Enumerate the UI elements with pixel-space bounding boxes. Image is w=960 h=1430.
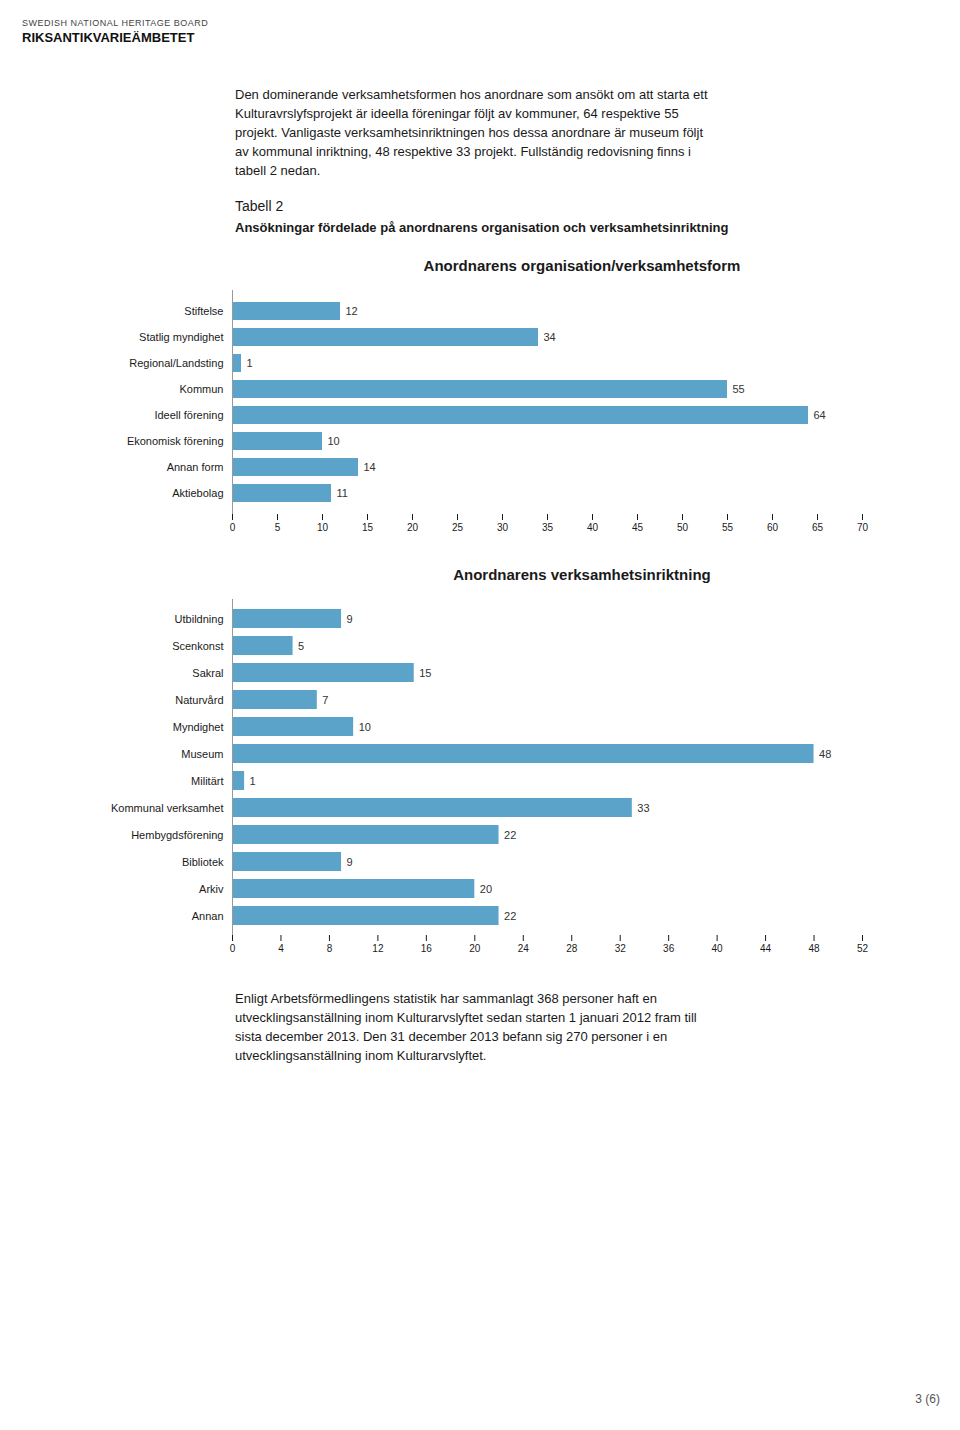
svg-text:Scenkonst: Scenkonst bbox=[172, 640, 223, 652]
svg-text:10: 10 bbox=[317, 522, 329, 533]
svg-text:15: 15 bbox=[419, 667, 431, 679]
html-text:Ansökningar fördelade på anord: Ansökningar fördelade på anordnarens org… bbox=[235, 220, 729, 235]
svg-text:33: 33 bbox=[637, 802, 649, 814]
svg-text:28: 28 bbox=[566, 943, 578, 954]
html-text:utvecklingsanställning inom Ku: utvecklingsanställning inom Kulturarvsly… bbox=[235, 1048, 487, 1063]
html-text:av kommunal inriktning, 48 res: av kommunal inriktning, 48 respektive 33… bbox=[235, 144, 691, 159]
svg-text:Hembygdsförening: Hembygdsförening bbox=[131, 829, 223, 841]
svg-text:34: 34 bbox=[544, 331, 556, 343]
svg-text:22: 22 bbox=[504, 829, 516, 841]
svg-text:10: 10 bbox=[359, 721, 371, 733]
svg-text:52: 52 bbox=[857, 943, 869, 954]
svg-text:11: 11 bbox=[337, 487, 348, 499]
svg-text:Bibliotek: Bibliotek bbox=[182, 856, 224, 868]
svg-text:48: 48 bbox=[808, 943, 820, 954]
svg-text:7: 7 bbox=[322, 694, 328, 706]
svg-text:1: 1 bbox=[247, 357, 253, 369]
svg-text:Kommunal verksamhet: Kommunal verksamhet bbox=[111, 802, 224, 814]
svg-text:Sakral: Sakral bbox=[192, 667, 223, 679]
svg-text:1: 1 bbox=[250, 775, 256, 787]
svg-text:35: 35 bbox=[542, 522, 554, 533]
svg-text:Ideell förening: Ideell förening bbox=[154, 409, 223, 421]
svg-text:65: 65 bbox=[812, 522, 824, 533]
svg-text:Annan: Annan bbox=[192, 910, 224, 922]
html-text:utvecklingsanställning inom Ku: utvecklingsanställning inom Kulturarvsly… bbox=[235, 1010, 697, 1025]
svg-text:48: 48 bbox=[819, 748, 831, 760]
svg-text:Militärt: Militärt bbox=[191, 775, 223, 787]
html-text:3 (6): 3 (6) bbox=[915, 1392, 940, 1406]
html-text:Enligt Arbetsförmedlingens sta: Enligt Arbetsförmedlingens statistik har… bbox=[235, 991, 657, 1006]
svg-text:16: 16 bbox=[421, 943, 433, 954]
svg-text:0: 0 bbox=[230, 522, 236, 533]
svg-text:Annan form: Annan form bbox=[167, 461, 224, 473]
svg-text:20: 20 bbox=[480, 883, 492, 895]
svg-text:32: 32 bbox=[615, 943, 627, 954]
svg-text:60: 60 bbox=[767, 522, 779, 533]
svg-text:Statlig myndighet: Statlig myndighet bbox=[139, 331, 223, 343]
svg-text:Regional/Landsting: Regional/Landsting bbox=[129, 357, 223, 369]
svg-text:Aktiebolag: Aktiebolag bbox=[172, 487, 223, 499]
svg-text:22: 22 bbox=[504, 910, 516, 922]
html-text:Anordnarens organisation/verks: Anordnarens organisation/verksamhetsform bbox=[423, 257, 741, 274]
html-text:SWEDISH NATIONAL HERITAGE BOAR: SWEDISH NATIONAL HERITAGE BOARD bbox=[22, 18, 209, 28]
svg-text:5: 5 bbox=[298, 640, 304, 652]
svg-text:Myndighet: Myndighet bbox=[173, 721, 224, 733]
svg-text:10: 10 bbox=[328, 435, 340, 447]
svg-text:20: 20 bbox=[407, 522, 419, 533]
svg-text:14: 14 bbox=[364, 461, 376, 473]
html-text:Tabell 2: Tabell 2 bbox=[235, 198, 284, 214]
svg-text:20: 20 bbox=[469, 943, 481, 954]
svg-text:55: 55 bbox=[722, 522, 734, 533]
svg-text:30: 30 bbox=[497, 522, 509, 533]
svg-text:Ekonomisk förening: Ekonomisk förening bbox=[127, 435, 224, 447]
svg-text:36: 36 bbox=[663, 943, 675, 954]
svg-text:9: 9 bbox=[347, 613, 353, 625]
html-text:RIKSANTIKVARIEÄMBETET: RIKSANTIKVARIEÄMBETET bbox=[22, 30, 195, 45]
svg-text:Naturvård: Naturvård bbox=[175, 694, 223, 706]
svg-text:0: 0 bbox=[230, 943, 236, 954]
svg-text:44: 44 bbox=[760, 943, 772, 954]
svg-text:4: 4 bbox=[278, 943, 284, 954]
svg-text:55: 55 bbox=[733, 383, 745, 395]
html-text:sista december 2013. Den 31 de: sista december 2013. Den 31 december 201… bbox=[235, 1029, 668, 1044]
svg-text:Utbildning: Utbildning bbox=[175, 613, 224, 625]
svg-text:Arkiv: Arkiv bbox=[199, 883, 224, 895]
svg-text:40: 40 bbox=[587, 522, 599, 533]
svg-text:50: 50 bbox=[677, 522, 689, 533]
svg-text:5: 5 bbox=[275, 522, 281, 533]
html-text:Den dominerande verksamhetsfor: Den dominerande verksamhetsformen hos an… bbox=[235, 87, 708, 102]
svg-text:70: 70 bbox=[857, 522, 869, 533]
svg-text:25: 25 bbox=[452, 522, 464, 533]
html-text:tabell 2 nedan.: tabell 2 nedan. bbox=[235, 163, 321, 178]
svg-text:45: 45 bbox=[632, 522, 644, 533]
svg-text:15: 15 bbox=[362, 522, 374, 533]
html-text:projekt. Vanligaste verksamhet: projekt. Vanligaste verksamhetsinriktnin… bbox=[235, 125, 703, 140]
svg-text:Kommun: Kommun bbox=[179, 383, 223, 395]
svg-text:12: 12 bbox=[372, 943, 384, 954]
html-text:Kulturavrslyfsprojekt är ideel: Kulturavrslyfsprojekt är ideella förenin… bbox=[235, 106, 679, 121]
svg-text:24: 24 bbox=[518, 943, 530, 954]
svg-text:9: 9 bbox=[347, 856, 353, 868]
svg-text:64: 64 bbox=[814, 409, 826, 421]
svg-text:Stiftelse: Stiftelse bbox=[184, 305, 223, 317]
svg-text:Museum: Museum bbox=[181, 748, 223, 760]
svg-text:40: 40 bbox=[712, 943, 724, 954]
svg-text:8: 8 bbox=[327, 943, 333, 954]
html-text:Anordnarens verksamhetsinriktn: Anordnarens verksamhetsinriktning bbox=[453, 566, 711, 583]
svg-text:12: 12 bbox=[346, 305, 358, 317]
